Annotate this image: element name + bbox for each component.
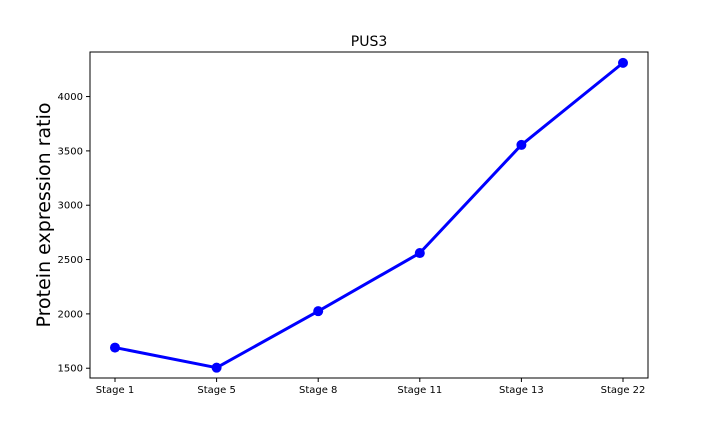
x-tick-label: Stage 13 <box>499 385 544 396</box>
data-point <box>110 342 120 353</box>
y-tick-label: 3500 <box>58 146 83 157</box>
series-layer <box>110 57 628 373</box>
x-axis: Stage 1 Stage 5 Stage 8 Stage 11 Stage 13 Sta… <box>96 378 646 396</box>
data-point <box>414 248 425 259</box>
x-tick-label: Stage 11 <box>397 385 442 396</box>
x-tick-label: Stage 22 <box>601 385 646 396</box>
chart-title: PUS3 <box>351 34 387 50</box>
plot-frame <box>89 51 649 379</box>
y-axis: 1500 2000 2500 3000 3500 4000 <box>58 92 90 375</box>
data-point <box>313 306 324 317</box>
y-tick-label: 2000 <box>58 309 83 320</box>
data-point <box>211 362 222 373</box>
y-tick-label: 1500 <box>58 364 83 375</box>
y-axis-label: Protein expression ratio <box>33 103 55 328</box>
data-point <box>516 139 527 150</box>
data-point <box>618 57 628 68</box>
y-tick-label: 4000 <box>58 92 83 103</box>
x-tick-label: Stage 8 <box>299 385 337 396</box>
plot-area <box>90 52 648 378</box>
x-tick-label: Stage 5 <box>197 385 235 396</box>
y-tick-label: 2500 <box>58 255 83 266</box>
x-tick-label: Stage 1 <box>96 385 134 396</box>
series-line <box>114 61 624 370</box>
y-tick-label: 3000 <box>58 201 83 212</box>
